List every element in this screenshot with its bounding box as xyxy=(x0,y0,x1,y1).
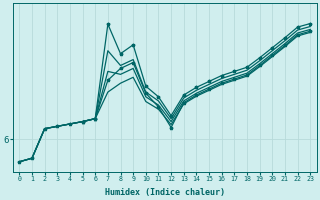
X-axis label: Humidex (Indice chaleur): Humidex (Indice chaleur) xyxy=(105,188,225,197)
